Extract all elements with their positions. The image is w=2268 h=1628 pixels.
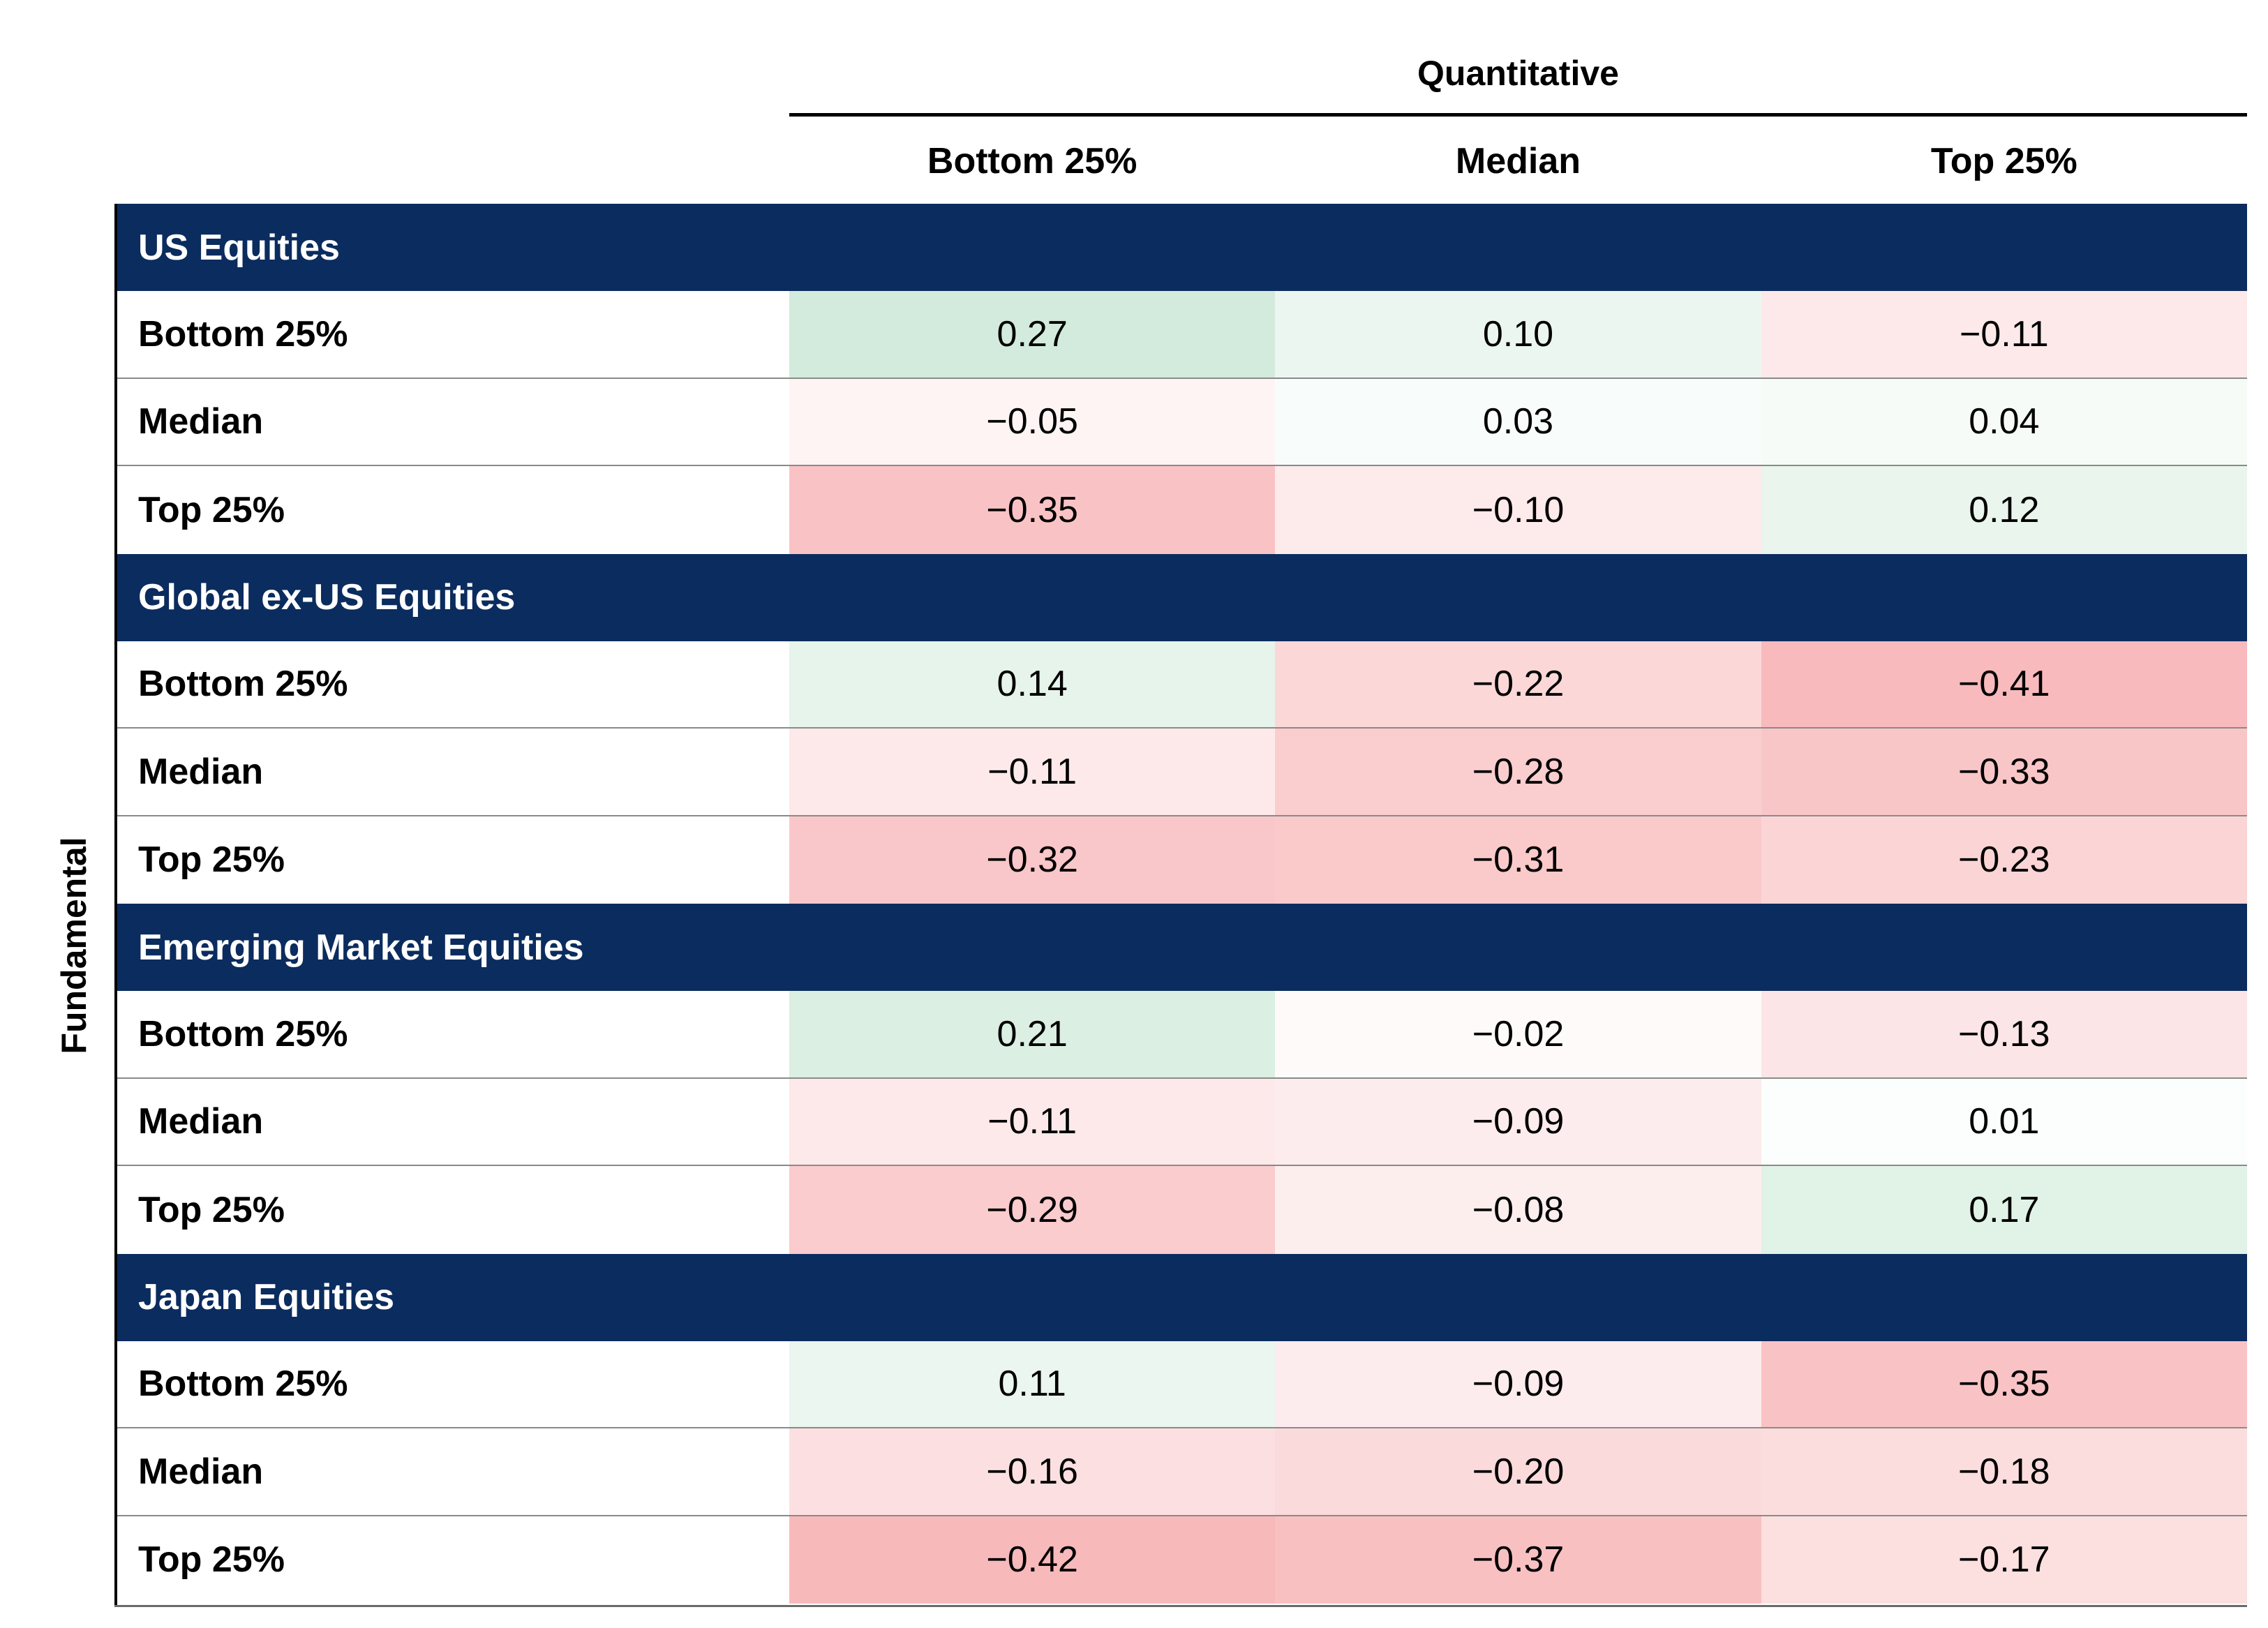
heatmap-cell: −0.11 <box>1761 291 2247 378</box>
row-label: Top 25% <box>117 466 789 554</box>
column-axis-label: Quantitative <box>1417 54 1619 93</box>
column-header-bottom-25: Bottom 25% <box>927 141 1137 181</box>
table-row: Top 25% −0.42 −0.37 −0.17 <box>117 1516 2247 1604</box>
table-row: Bottom 25% 0.14 −0.22 −0.41 <box>117 641 2247 729</box>
heatmap-cell: −0.16 <box>789 1428 1276 1515</box>
row-label: Median <box>117 378 789 465</box>
heatmap-cell: 0.17 <box>1761 1166 2247 1254</box>
table-row: Median −0.11 −0.09 0.01 <box>117 1078 2247 1166</box>
heatmap-cell: −0.35 <box>1761 1341 2247 1427</box>
left-axis-rule <box>114 204 117 1607</box>
heatmap-cell: 0.12 <box>1761 466 2247 554</box>
heatmap-cell: −0.33 <box>1761 729 2247 815</box>
heatmap-cell: −0.09 <box>1275 1341 1761 1427</box>
heatmap-cell: −0.05 <box>789 378 1276 465</box>
table-row: Top 25% −0.32 −0.31 −0.23 <box>117 816 2247 904</box>
section-header-emerging-market-equities: Emerging Market Equities <box>117 904 2247 991</box>
heatmap-cell: 0.27 <box>789 291 1276 378</box>
heatmap-cell: −0.35 <box>789 466 1276 554</box>
heatmap-cell: 0.03 <box>1275 378 1761 465</box>
heatmap-cell: −0.20 <box>1275 1428 1761 1515</box>
heatmap-cell: −0.28 <box>1275 729 1761 815</box>
heatmap-cell: −0.11 <box>789 1078 1276 1165</box>
column-headers: Bottom 25% Median Top 25% <box>789 119 2247 204</box>
heatmap-cell: −0.29 <box>789 1166 1276 1254</box>
heatmap-cell: 0.21 <box>789 991 1276 1077</box>
row-label: Top 25% <box>117 1516 789 1604</box>
heatmap-cell: −0.11 <box>789 729 1276 815</box>
heatmap-cell: −0.08 <box>1275 1166 1761 1254</box>
heatmap-cell: 0.14 <box>789 641 1276 727</box>
heatmap-cell: −0.10 <box>1275 466 1761 554</box>
heatmap-cell: −0.02 <box>1275 991 1761 1077</box>
row-label: Median <box>117 1078 789 1165</box>
section-header-us-equities: US Equities <box>117 204 2247 291</box>
heatmap-cell: 0.10 <box>1275 291 1761 378</box>
heatmap-cell: −0.13 <box>1761 991 2247 1077</box>
section-header-japan-equities: Japan Equities <box>117 1253 2247 1341</box>
row-label: Bottom 25% <box>117 291 789 378</box>
table-row: Bottom 25% 0.11 −0.09 −0.35 <box>117 1341 2247 1428</box>
bottom-rule <box>114 1605 2247 1607</box>
row-label: Top 25% <box>117 816 789 904</box>
heatmap-cell: 0.04 <box>1761 378 2247 465</box>
column-axis-rule <box>789 113 2247 117</box>
table-row: Bottom 25% 0.27 0.10 −0.11 <box>117 291 2247 379</box>
heatmap-cell: −0.42 <box>789 1516 1276 1604</box>
table-row: Median −0.11 −0.28 −0.33 <box>117 729 2247 816</box>
heatmap-cell: −0.32 <box>789 816 1276 904</box>
row-label: Median <box>117 1428 789 1515</box>
row-axis-label: Fundamental <box>54 837 94 1054</box>
table-row: Bottom 25% 0.21 −0.02 −0.13 <box>117 991 2247 1079</box>
row-label: Median <box>117 729 789 815</box>
row-label: Bottom 25% <box>117 991 789 1077</box>
table-row: Median −0.16 −0.20 −0.18 <box>117 1428 2247 1516</box>
row-label: Bottom 25% <box>117 641 789 727</box>
table-row: Median −0.05 0.03 0.04 <box>117 378 2247 466</box>
heatmap-cell: 0.01 <box>1761 1078 2247 1165</box>
table-row: Top 25% −0.29 −0.08 0.17 <box>117 1166 2247 1254</box>
heatmap-cell: −0.41 <box>1761 641 2247 727</box>
heatmap-cell: −0.18 <box>1761 1428 2247 1515</box>
heatmap-cell: −0.22 <box>1275 641 1761 727</box>
column-header-median: Median <box>1455 141 1581 181</box>
heatmap-cell: −0.37 <box>1275 1516 1761 1604</box>
heatmap-cell: −0.23 <box>1761 816 2247 904</box>
heatmap-cell: −0.31 <box>1275 816 1761 904</box>
section-header-global-ex-us-equities: Global ex-US Equities <box>117 553 2247 641</box>
row-label: Bottom 25% <box>117 1341 789 1427</box>
column-header-top-25: Top 25% <box>1930 141 2077 181</box>
row-label: Top 25% <box>117 1166 789 1254</box>
heatmap-cell: −0.17 <box>1761 1516 2247 1604</box>
heatmap-table: US Equities Bottom 25% 0.27 0.10 −0.11 Median… <box>117 204 2247 1604</box>
table-row: Top 25% −0.35 −0.10 0.12 <box>117 466 2247 554</box>
heatmap-cell: 0.11 <box>789 1341 1276 1427</box>
heatmap-cell: −0.09 <box>1275 1078 1761 1165</box>
